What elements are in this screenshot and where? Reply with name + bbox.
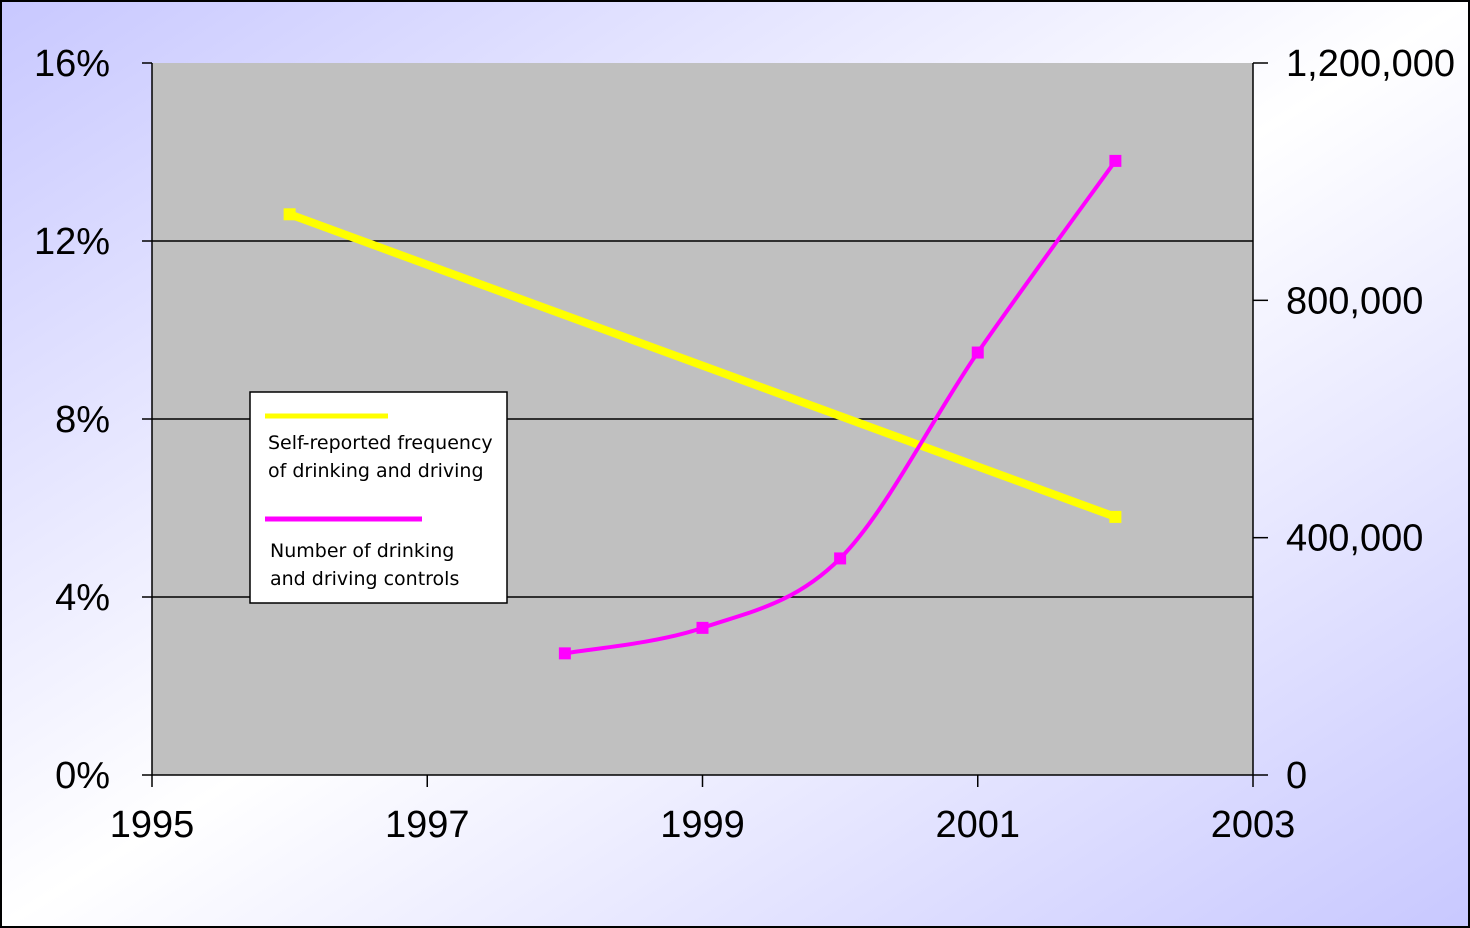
legend-label-frequency-line1: Self-reported frequency [268,432,493,454]
left-tick-label: 0% [55,755,110,797]
left-tick-label: 16% [34,43,110,85]
right-tick-label: 400,000 [1286,518,1423,560]
series [283,154,1122,660]
left-tick-label: 12% [34,221,110,263]
data-point-controls [1109,154,1122,167]
series-line-frequency [288,210,1117,521]
data-point-frequency [283,208,296,221]
right-tick-label: 1,200,000 [1286,43,1455,85]
right-tick-label: 0 [1286,755,1307,797]
right-y-axis-ticks: 0 400,000 800,000 1,200,000 [1253,43,1455,797]
left-tick-label: 8% [55,399,110,441]
legend-label-controls-line2: and driving controls [270,568,459,590]
left-tick-label: 4% [55,577,110,619]
x-axis-ticks: 1995 1997 1999 2001 2003 [110,775,1296,846]
x-tick-label: 1997 [385,804,470,846]
legend-label-frequency-line2: of drinking and driving [268,460,484,482]
x-tick-label: 1995 [110,804,195,846]
left-y-axis-ticks: 0% 4% 8% 12% 16% [34,43,152,797]
series-line-controls [564,159,1118,656]
x-tick-label: 2001 [935,804,1020,846]
legend: Self-reported frequency of drinking and … [249,391,508,604]
x-tick-label: 1999 [660,804,745,846]
legend-box [249,391,508,604]
data-point-controls [558,647,571,660]
data-point-controls [696,621,709,634]
data-point-frequency [1109,510,1122,523]
right-tick-label: 800,000 [1286,280,1423,322]
legend-label-controls-line1: Number of drinking [270,540,454,562]
data-point-controls [834,552,847,565]
data-point-controls [971,346,984,359]
x-tick-label: 2003 [1211,804,1296,846]
